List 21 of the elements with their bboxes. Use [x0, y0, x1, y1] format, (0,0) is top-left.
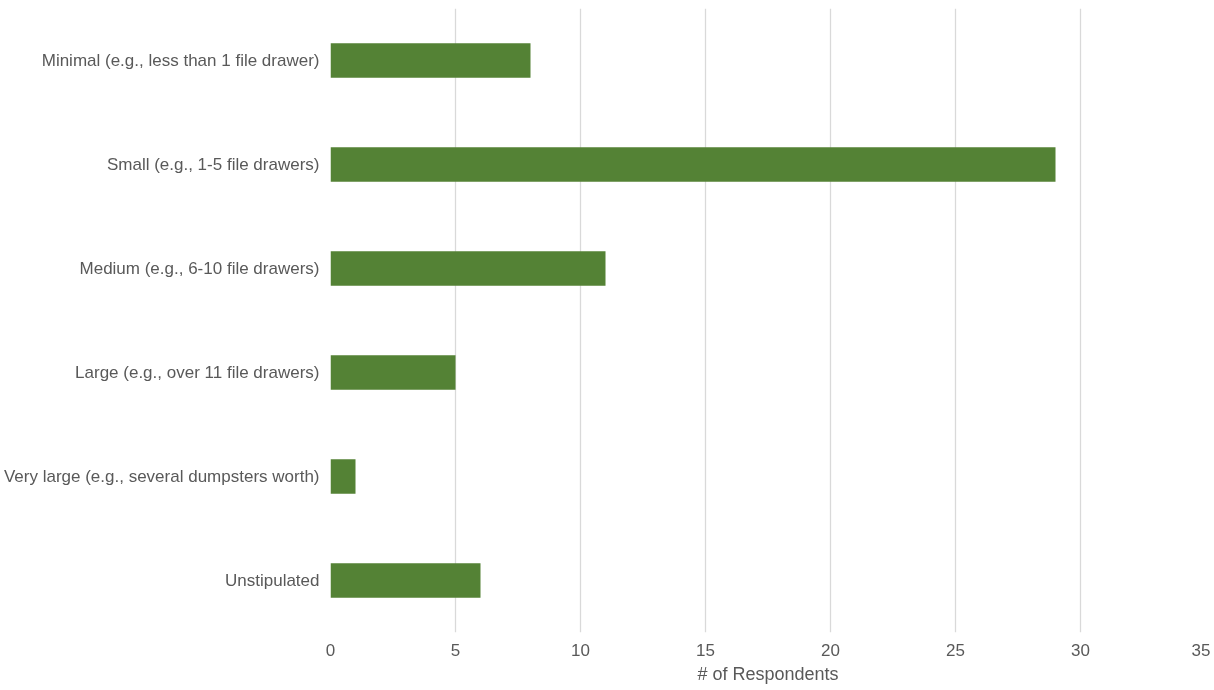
y-tick-label: Large (e.g., over 11 file drawers) [75, 363, 320, 382]
bar [330, 251, 606, 286]
y-tick-label: Very large (e.g., several dumpsters worth) [3, 467, 320, 486]
bar [330, 563, 481, 598]
x-tick-label: 15 [696, 640, 715, 660]
bar [330, 355, 456, 390]
y-tick-label: Minimal (e.g., less than 1 file drawer) [41, 51, 320, 70]
y-tick-label: Small (e.g., 1-5 file drawers) [106, 155, 320, 174]
x-tick-label: 10 [571, 640, 590, 660]
bar [330, 147, 1056, 182]
x-tick-label: 25 [946, 640, 965, 660]
x-tick-label: 5 [450, 640, 461, 660]
bar [330, 459, 356, 494]
bar [330, 43, 531, 78]
x-tick-label: 20 [821, 640, 840, 660]
x-tick-label: 0 [325, 640, 336, 660]
y-tick-label: Medium (e.g., 6-10 file drawers) [79, 259, 320, 278]
x-tick-label: 35 [1191, 640, 1211, 660]
x-tick-label: 30 [1071, 640, 1090, 660]
y-tick-label: Unstipulated [225, 571, 320, 590]
x-axis-title: # of Respondents [697, 663, 839, 684]
